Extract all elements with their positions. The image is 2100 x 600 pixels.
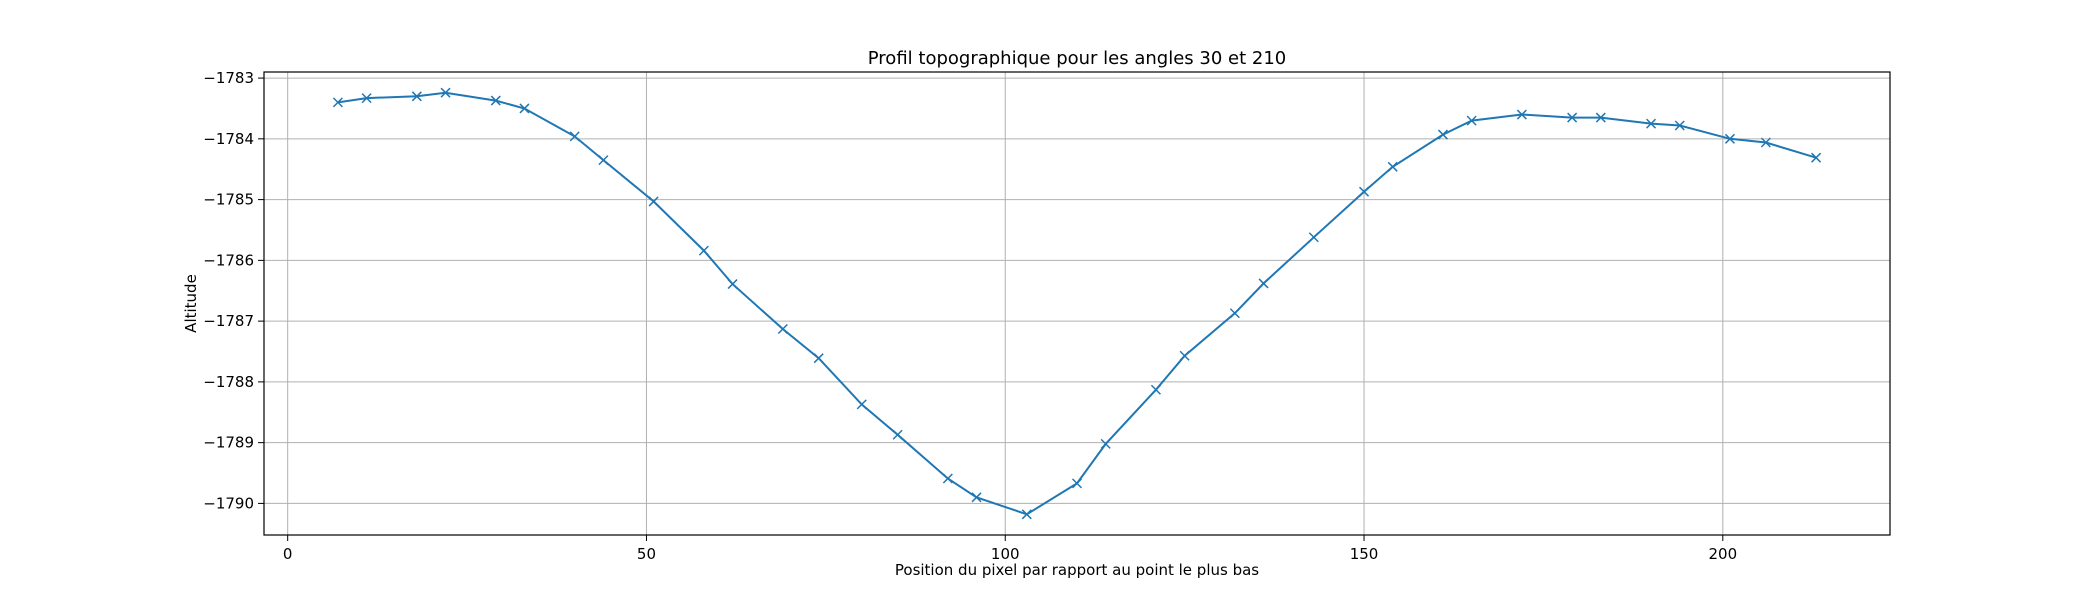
- data-point: [777, 323, 788, 335]
- data-point: [1646, 118, 1657, 129]
- data-point: [1567, 112, 1578, 123]
- data-point: [856, 399, 867, 410]
- data-point: [892, 429, 903, 440]
- y-tick-label: −1788: [203, 373, 254, 391]
- data-point: [1387, 161, 1398, 172]
- data-point: [1760, 137, 1771, 148]
- x-tick-label: 150: [1350, 545, 1379, 563]
- data-point: [440, 87, 451, 98]
- x-tick-label: 200: [1708, 545, 1737, 563]
- data-point: [1308, 232, 1319, 243]
- data-point: [1516, 109, 1527, 120]
- data-point: [519, 103, 530, 114]
- data-point: [1258, 278, 1269, 289]
- data-point: [1674, 120, 1685, 131]
- y-tick-label: −1783: [203, 69, 254, 87]
- plot-frame: [263, 71, 1891, 536]
- data-point: [1150, 384, 1161, 395]
- data-point: [727, 279, 738, 290]
- data-point: [648, 196, 659, 207]
- x-tick-label: 50: [637, 545, 656, 563]
- data-point: [971, 492, 982, 503]
- y-tick-label: −1787: [203, 312, 254, 330]
- chart-title: Profil topographique pour les angles 30 …: [868, 48, 1286, 69]
- series-line: [337, 91, 1817, 516]
- data-point: [332, 97, 343, 108]
- tick-layer: 0 50 100 150 200 −1783 −1784 −1785 −1786 −1787 −17…: [203, 69, 1737, 563]
- series-layer: [332, 87, 1822, 520]
- data-point: [1100, 438, 1111, 449]
- data-point: [1595, 112, 1606, 123]
- grid-layer: [264, 72, 1890, 535]
- y-tick-label: −1789: [203, 434, 254, 452]
- data-point: [490, 95, 501, 106]
- data-point: [411, 91, 422, 102]
- data-point: [1437, 129, 1448, 140]
- x-axis-label: Position du pixel par rapport au point l…: [895, 561, 1259, 579]
- data-point: [1179, 350, 1190, 361]
- data-point: [1466, 115, 1477, 126]
- data-point: [361, 93, 372, 104]
- data-point: [1724, 133, 1736, 144]
- data-point: [1358, 186, 1370, 197]
- data-point: [569, 131, 580, 142]
- x-tick-label: 0: [283, 545, 293, 563]
- data-point: [1811, 152, 1822, 163]
- data-point: [813, 353, 824, 364]
- data-point: [698, 245, 709, 256]
- data-point: [598, 155, 609, 166]
- y-tick-label: −1786: [203, 251, 254, 269]
- x-tick-label: 100: [991, 545, 1020, 563]
- data-point: [1071, 478, 1083, 489]
- data-point: [1021, 509, 1032, 520]
- y-tick-label: −1784: [203, 130, 254, 148]
- y-tick-label: −1785: [203, 191, 254, 209]
- y-axis-label: Altitude: [182, 274, 200, 333]
- y-tick-label: −1790: [203, 494, 254, 512]
- data-point: [1229, 308, 1240, 319]
- data-point: [942, 473, 953, 484]
